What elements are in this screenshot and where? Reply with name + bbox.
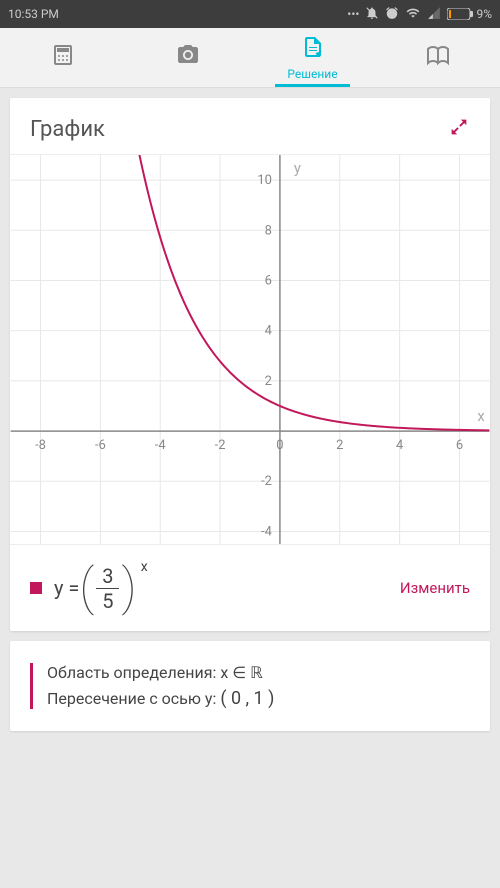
svg-text:6: 6 xyxy=(265,273,272,288)
equation-row: y = ( 3 5 ) x Изменить xyxy=(10,544,490,631)
status-time: 10:53 PM xyxy=(8,7,347,21)
paren-left: ( xyxy=(79,563,94,613)
svg-text:8: 8 xyxy=(265,223,272,238)
more-icon: ••• xyxy=(347,7,359,21)
eq-prefix: y = xyxy=(54,576,79,600)
expand-icon[interactable] xyxy=(448,116,470,142)
tab-camera[interactable] xyxy=(125,28,250,87)
tab-calculator[interactable] xyxy=(0,28,125,87)
solution-icon xyxy=(301,35,325,65)
svg-text:-4: -4 xyxy=(261,524,272,539)
chart-canvas: -8 -6 -4 -2 0 2 4 6 -4 -2 2 4 6 8 10 x y xyxy=(10,155,490,544)
svg-text:-4: -4 xyxy=(155,438,166,453)
graph-header: График xyxy=(10,98,490,154)
svg-text:y: y xyxy=(294,159,301,177)
wifi-icon xyxy=(405,6,421,23)
svg-text:4: 4 xyxy=(265,324,272,339)
tab-solution[interactable]: Решение xyxy=(250,28,375,87)
svg-text:2: 2 xyxy=(265,374,272,389)
paren-right: ) xyxy=(121,563,136,613)
svg-text:x: x xyxy=(477,407,485,425)
equation-text: y = ( 3 5 ) x xyxy=(54,563,400,613)
svg-text:10: 10 xyxy=(257,173,272,188)
signal-icon xyxy=(427,6,441,23)
status-icons: ••• 9% xyxy=(347,6,492,23)
svg-text:0: 0 xyxy=(276,438,283,453)
denominator: 5 xyxy=(96,589,119,613)
calculator-icon xyxy=(51,43,75,73)
domain-text: Область определения: x ∈ ℝ xyxy=(47,663,470,682)
graph-title: График xyxy=(30,117,448,142)
book-icon xyxy=(426,43,450,73)
chart-area[interactable]: -8 -6 -4 -2 0 2 4 6 -4 -2 2 4 6 8 10 x y xyxy=(10,154,490,544)
dnd-icon xyxy=(365,6,379,23)
battery-icon: 9% xyxy=(447,7,492,21)
svg-text:-8: -8 xyxy=(35,438,46,453)
edit-button[interactable]: Изменить xyxy=(400,579,470,597)
exponent: x xyxy=(141,559,148,575)
svg-text:6: 6 xyxy=(456,438,463,453)
svg-text:-2: -2 xyxy=(215,438,226,453)
tab-book[interactable] xyxy=(375,28,500,87)
tab-solution-label: Решение xyxy=(287,67,337,81)
battery-percent: 9% xyxy=(476,7,492,21)
y-intercept-label: Пересечение с осью y: xyxy=(47,689,216,708)
info-card: Область определения: x ∈ ℝ Пересечение с… xyxy=(10,641,490,731)
alarm-icon xyxy=(385,6,399,23)
svg-text:-2: -2 xyxy=(261,474,272,489)
status-bar: 10:53 PM ••• 9% xyxy=(0,0,500,28)
numerator: 3 xyxy=(96,564,119,589)
svg-text:-6: -6 xyxy=(95,438,106,453)
fraction: 3 5 xyxy=(96,564,119,613)
content-area: График -8 -6 -4 -2 0 2 4 6 -4 -2 2 4 6 8 10 x y y = ( 3 … xyxy=(0,88,500,751)
tab-bar: Решение xyxy=(0,28,500,88)
info-block: Область определения: x ∈ ℝ Пересечение с… xyxy=(30,663,470,709)
y-intercept-text: Пересечение с осью y: ( 0 , 1 ) xyxy=(47,688,470,709)
graph-card: График -8 -6 -4 -2 0 2 4 6 -4 -2 2 4 6 8 10 x y y = ( 3 … xyxy=(10,98,490,631)
equation-marker xyxy=(30,582,42,594)
y-intercept-value: ( 0 , 1 ) xyxy=(220,688,274,709)
svg-text:2: 2 xyxy=(336,438,343,453)
svg-text:4: 4 xyxy=(396,438,403,453)
camera-icon xyxy=(176,43,200,73)
